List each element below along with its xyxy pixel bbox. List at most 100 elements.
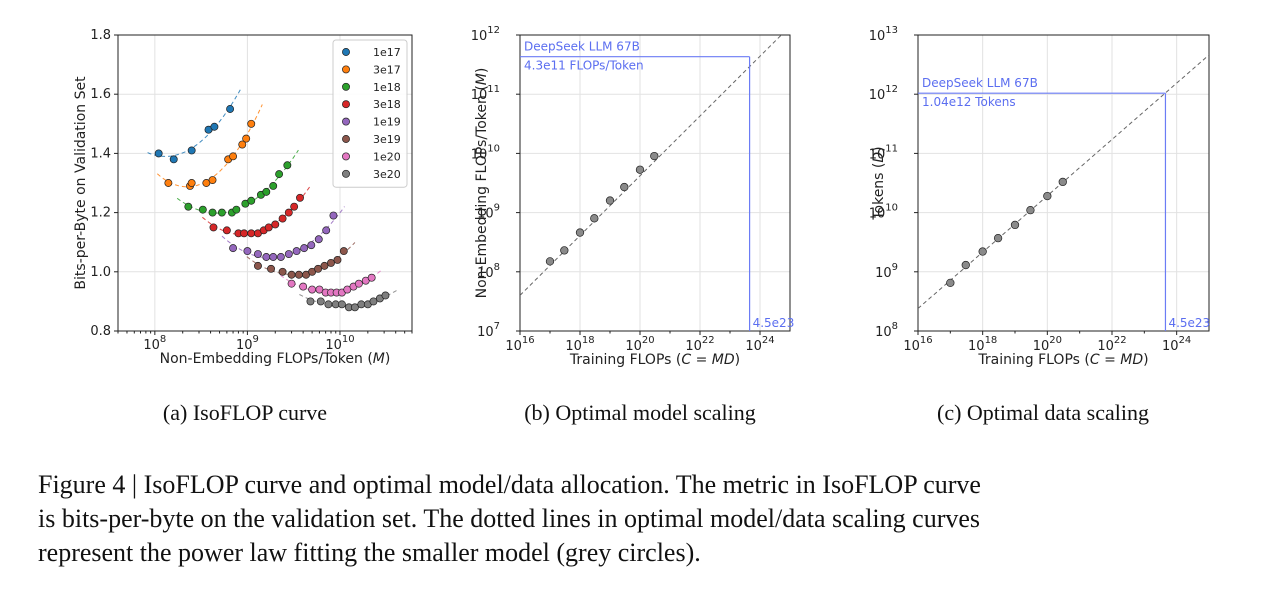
panel-c-data-scaling: 108 109 1010 1011 1012 1013 1016 1018 1020 1022 10… <box>869 25 1210 425</box>
legend-label-3e20: 3e20 <box>373 168 401 181</box>
data-point-1e19 <box>269 253 278 261</box>
data-point-3e19 <box>327 258 335 267</box>
data-point-1e19 <box>262 253 271 261</box>
x-tick-label: 1022 <box>685 335 714 354</box>
y-tick-label: 1013 <box>869 25 898 44</box>
x-tick-label: 1020 <box>625 335 654 354</box>
x-tick-label: 1022 <box>1097 335 1126 354</box>
panel-b-model-scaling: 107 108 109 1010 1011 1012 1016 1018 1020 1022 102… <box>471 25 795 425</box>
data-point <box>961 260 970 270</box>
data-point-1e18 <box>275 170 284 179</box>
plot-frame <box>519 34 791 332</box>
y-tick-label: 1.4 <box>90 146 111 161</box>
annotation-flops: 4.5e23 <box>1168 316 1210 330</box>
data-point-3e17 <box>187 179 196 187</box>
y-axis-label: Tokens (D) <box>871 146 887 220</box>
data-point-1e20 <box>299 282 308 291</box>
legend-label-3e18: 3e18 <box>373 98 401 111</box>
y-tick-label: 1012 <box>869 84 898 103</box>
legend-label-3e17: 3e17 <box>373 63 401 76</box>
caption-line-3: represent the power law fitting the smal… <box>38 538 701 567</box>
y-tick-label: 1010 <box>471 143 500 162</box>
data-point-1e20 <box>308 285 317 294</box>
legend-label-1e20: 1e20 <box>373 150 401 163</box>
data-point-1e19 <box>307 241 316 250</box>
legend-label-1e18: 1e18 <box>373 81 401 94</box>
x-tick-label: 109 <box>236 334 259 353</box>
legend-label-1e17: 1e17 <box>373 46 401 59</box>
data-point-1e19 <box>229 244 238 253</box>
annotation-model-name: DeepSeek LLM 67B <box>922 76 1038 90</box>
data-point-1e18 <box>247 196 256 205</box>
legend-marker-1e19 <box>342 117 350 126</box>
data-point-3e19 <box>253 261 262 270</box>
data-point-3e17 <box>247 119 256 128</box>
data-point-1e18 <box>283 161 292 170</box>
data-point <box>946 278 955 288</box>
data-point <box>560 246 569 255</box>
data-point-1e17 <box>169 155 178 164</box>
y-tick-label: 0.8 <box>90 324 111 339</box>
data-point-1e18 <box>269 182 278 190</box>
x-tick-label: 108 <box>143 334 166 353</box>
caption-line-1: Figure 4 | IsoFLOP curve and optimal mod… <box>38 470 981 499</box>
data-point-1e17 <box>226 105 235 113</box>
legend-label-3e19: 3e19 <box>373 133 401 146</box>
data-point-1e17 <box>187 146 196 155</box>
fit-curve-1e18 <box>176 149 299 214</box>
data-point-3e18 <box>264 223 273 232</box>
y-tick-label: 1012 <box>471 25 500 44</box>
data-point <box>993 234 1003 243</box>
data-point-1e18 <box>208 208 217 217</box>
data-point-3e20 <box>357 300 366 309</box>
x-tick-label: 1018 <box>968 335 997 354</box>
data-point <box>545 257 555 266</box>
data-point <box>650 151 659 161</box>
x-tick-label: 1024 <box>1162 335 1191 354</box>
data-point-1e18 <box>217 208 226 217</box>
subcaption: (b) Optimal model scaling <box>524 400 756 425</box>
data-point-3e18 <box>278 214 287 223</box>
x-axis-label: Non-Embedding FLOPs/Token (M) <box>160 351 391 367</box>
y-tick-label: 1011 <box>869 143 898 162</box>
y-tick-label: 108 <box>477 262 500 281</box>
data-point-3e20 <box>337 300 346 309</box>
data-point <box>1026 205 1035 215</box>
data-point <box>1043 191 1052 201</box>
data-point-3e17 <box>229 152 238 161</box>
x-axis-label: Training FLOPs (C = MD) <box>977 352 1148 368</box>
data-point-3e20 <box>369 297 378 306</box>
data-point-1e18 <box>262 187 271 196</box>
annotation-value: 1.04e12 Tokens <box>922 95 1016 109</box>
fit-curve-3e17 <box>156 104 263 188</box>
data-point-3e20 <box>350 303 359 312</box>
data-point-1e20 <box>354 279 363 288</box>
data-point-3e18 <box>271 220 280 229</box>
x-tick-label: 1024 <box>745 335 774 354</box>
y-tick-label: 108 <box>875 321 898 340</box>
legend-marker-3e17 <box>342 65 350 74</box>
data-point-3e19 <box>294 270 303 279</box>
data-point-3e17 <box>238 140 247 149</box>
plot-frame <box>117 34 413 332</box>
data-point-3e19 <box>333 256 342 264</box>
fit-curve-1e17 <box>147 87 242 157</box>
data-point <box>1010 220 1020 230</box>
data-point-1e19 <box>276 253 285 261</box>
data-point-1e19 <box>292 247 301 256</box>
y-tick-label: 107 <box>477 321 500 340</box>
data-point-1e19 <box>329 211 338 220</box>
data-point <box>605 196 615 205</box>
data-point-1e18 <box>184 202 193 211</box>
data-point <box>620 182 629 192</box>
caption-line-2: is bits-per-byte on the validation set. … <box>38 504 981 533</box>
data-point <box>590 214 599 223</box>
data-point-1e19 <box>284 250 293 258</box>
data-point-3e18 <box>209 223 218 232</box>
data-point-3e18 <box>284 208 293 217</box>
x-tick-label: 1010 <box>325 334 354 353</box>
data-point-1e19 <box>300 244 309 253</box>
data-point-1e19 <box>314 235 323 244</box>
data-point <box>635 165 645 174</box>
data-point-3e18 <box>240 229 249 238</box>
